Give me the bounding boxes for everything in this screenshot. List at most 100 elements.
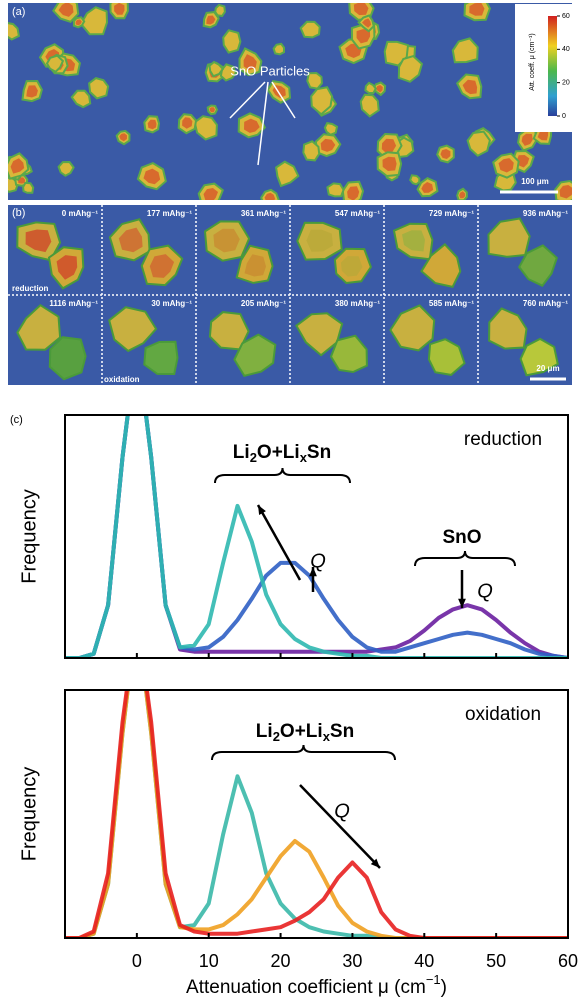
particle [409,174,421,186]
frame-label: 585 mAhg⁻¹ [429,299,474,308]
arrow-head [370,858,380,868]
particle-core [75,19,82,26]
particle-core [56,255,78,280]
particle [22,181,35,194]
phase-label-part: O+Li [280,721,323,742]
frame-label: 936 mAhg⁻¹ [523,209,568,218]
frame-label: 177 mAhg⁻¹ [147,209,192,218]
particle-core [537,129,549,141]
frame-label: 205 mAhg⁻¹ [241,299,286,308]
particle [420,243,462,289]
particle [219,63,238,82]
phase-label-part: 2 [273,729,280,744]
particle [8,22,21,41]
particle-core [58,3,74,17]
x-tick-label: 40 [414,951,434,971]
particle-core [382,156,397,171]
particle [518,244,558,287]
phase-label-part: x [300,450,308,465]
particle-core [498,158,514,173]
phase-label: Li2O+LixSn [233,442,331,465]
particle [359,93,380,118]
particle [326,182,345,198]
x-axis-label-part: −1 [426,972,441,987]
x-axis-label-part: Attenuation coefficient μ (cm [186,977,426,998]
colorbar-box [515,4,572,132]
particle-core [462,79,478,95]
frame-label: 547 mAhg⁻¹ [335,209,380,218]
particle [299,20,321,39]
x-axis-label: Attenuation coefficient μ (cm−1) [186,972,447,998]
particle [208,311,250,351]
particle-core [516,155,530,168]
x-tick-label: 30 [342,951,362,971]
particle-core [25,229,52,253]
particle [222,29,242,54]
particle-core [114,3,125,15]
colorbar-tick-label: 20 [562,80,570,87]
particle-core [440,149,451,159]
particle-core [182,117,193,129]
particle-core [320,138,336,152]
frame-label: 380 mAhg⁻¹ [335,299,380,308]
particle-core [206,15,216,25]
phase-label-part: Li [233,442,250,463]
frame-label: 1116 mAhg⁻¹ [49,299,98,308]
x-axis-label-part: ) [441,977,447,998]
particle-core [203,188,218,200]
particle [323,121,339,136]
particle-core [356,29,371,44]
colorbar-tick-label: 0 [562,113,566,120]
particle-core [209,107,215,113]
particles [16,217,559,381]
particle-core [306,229,333,252]
particle-core [381,138,397,154]
series-line [65,690,568,938]
frame-grid [8,205,572,385]
arrow-head [458,598,466,608]
colorbar-title: Att. coeff. μ (cm⁻¹) [529,33,536,90]
particle-core [362,18,372,28]
particle [272,42,285,56]
plot-frame [64,689,569,939]
panel-label: (a) [12,6,25,18]
annotation-arrows [229,81,296,166]
particle-core [521,133,533,146]
frame-label: 729 mAhg⁻¹ [429,209,474,218]
phase-label-part: x [323,729,331,744]
particle [70,89,92,109]
particle-core [459,191,466,199]
series-line [65,415,568,658]
particle [306,71,323,90]
particle-core [375,85,383,93]
q-label: Q [477,580,493,602]
particle [108,306,158,353]
plot-area [65,415,568,658]
particle-core [353,3,369,16]
particle-core [402,230,425,252]
arrow-head [309,567,317,577]
particle-core [469,3,485,16]
particle-core [243,54,257,71]
particle [364,81,377,95]
y-axis-label: Frequency [18,767,40,862]
scale-bar-label: 100 μm [521,177,549,186]
particle-core [347,186,360,200]
x-tick-label: 0 [132,951,142,971]
annotation: reduction [464,429,542,450]
particle [488,307,528,350]
frame-label: 0 mAhg⁻¹ [62,209,99,218]
plot-area [65,690,568,938]
brace [211,744,396,761]
particle-core [147,119,157,130]
particle [88,77,110,100]
phase-label-2: SnO [442,527,481,548]
q-label: Q [334,800,350,822]
particle [45,54,65,74]
direction-label: oxidation [104,375,140,384]
x-tick-label: 20 [271,951,291,971]
particle-core [244,254,266,277]
direction-label: reduction [12,284,49,293]
